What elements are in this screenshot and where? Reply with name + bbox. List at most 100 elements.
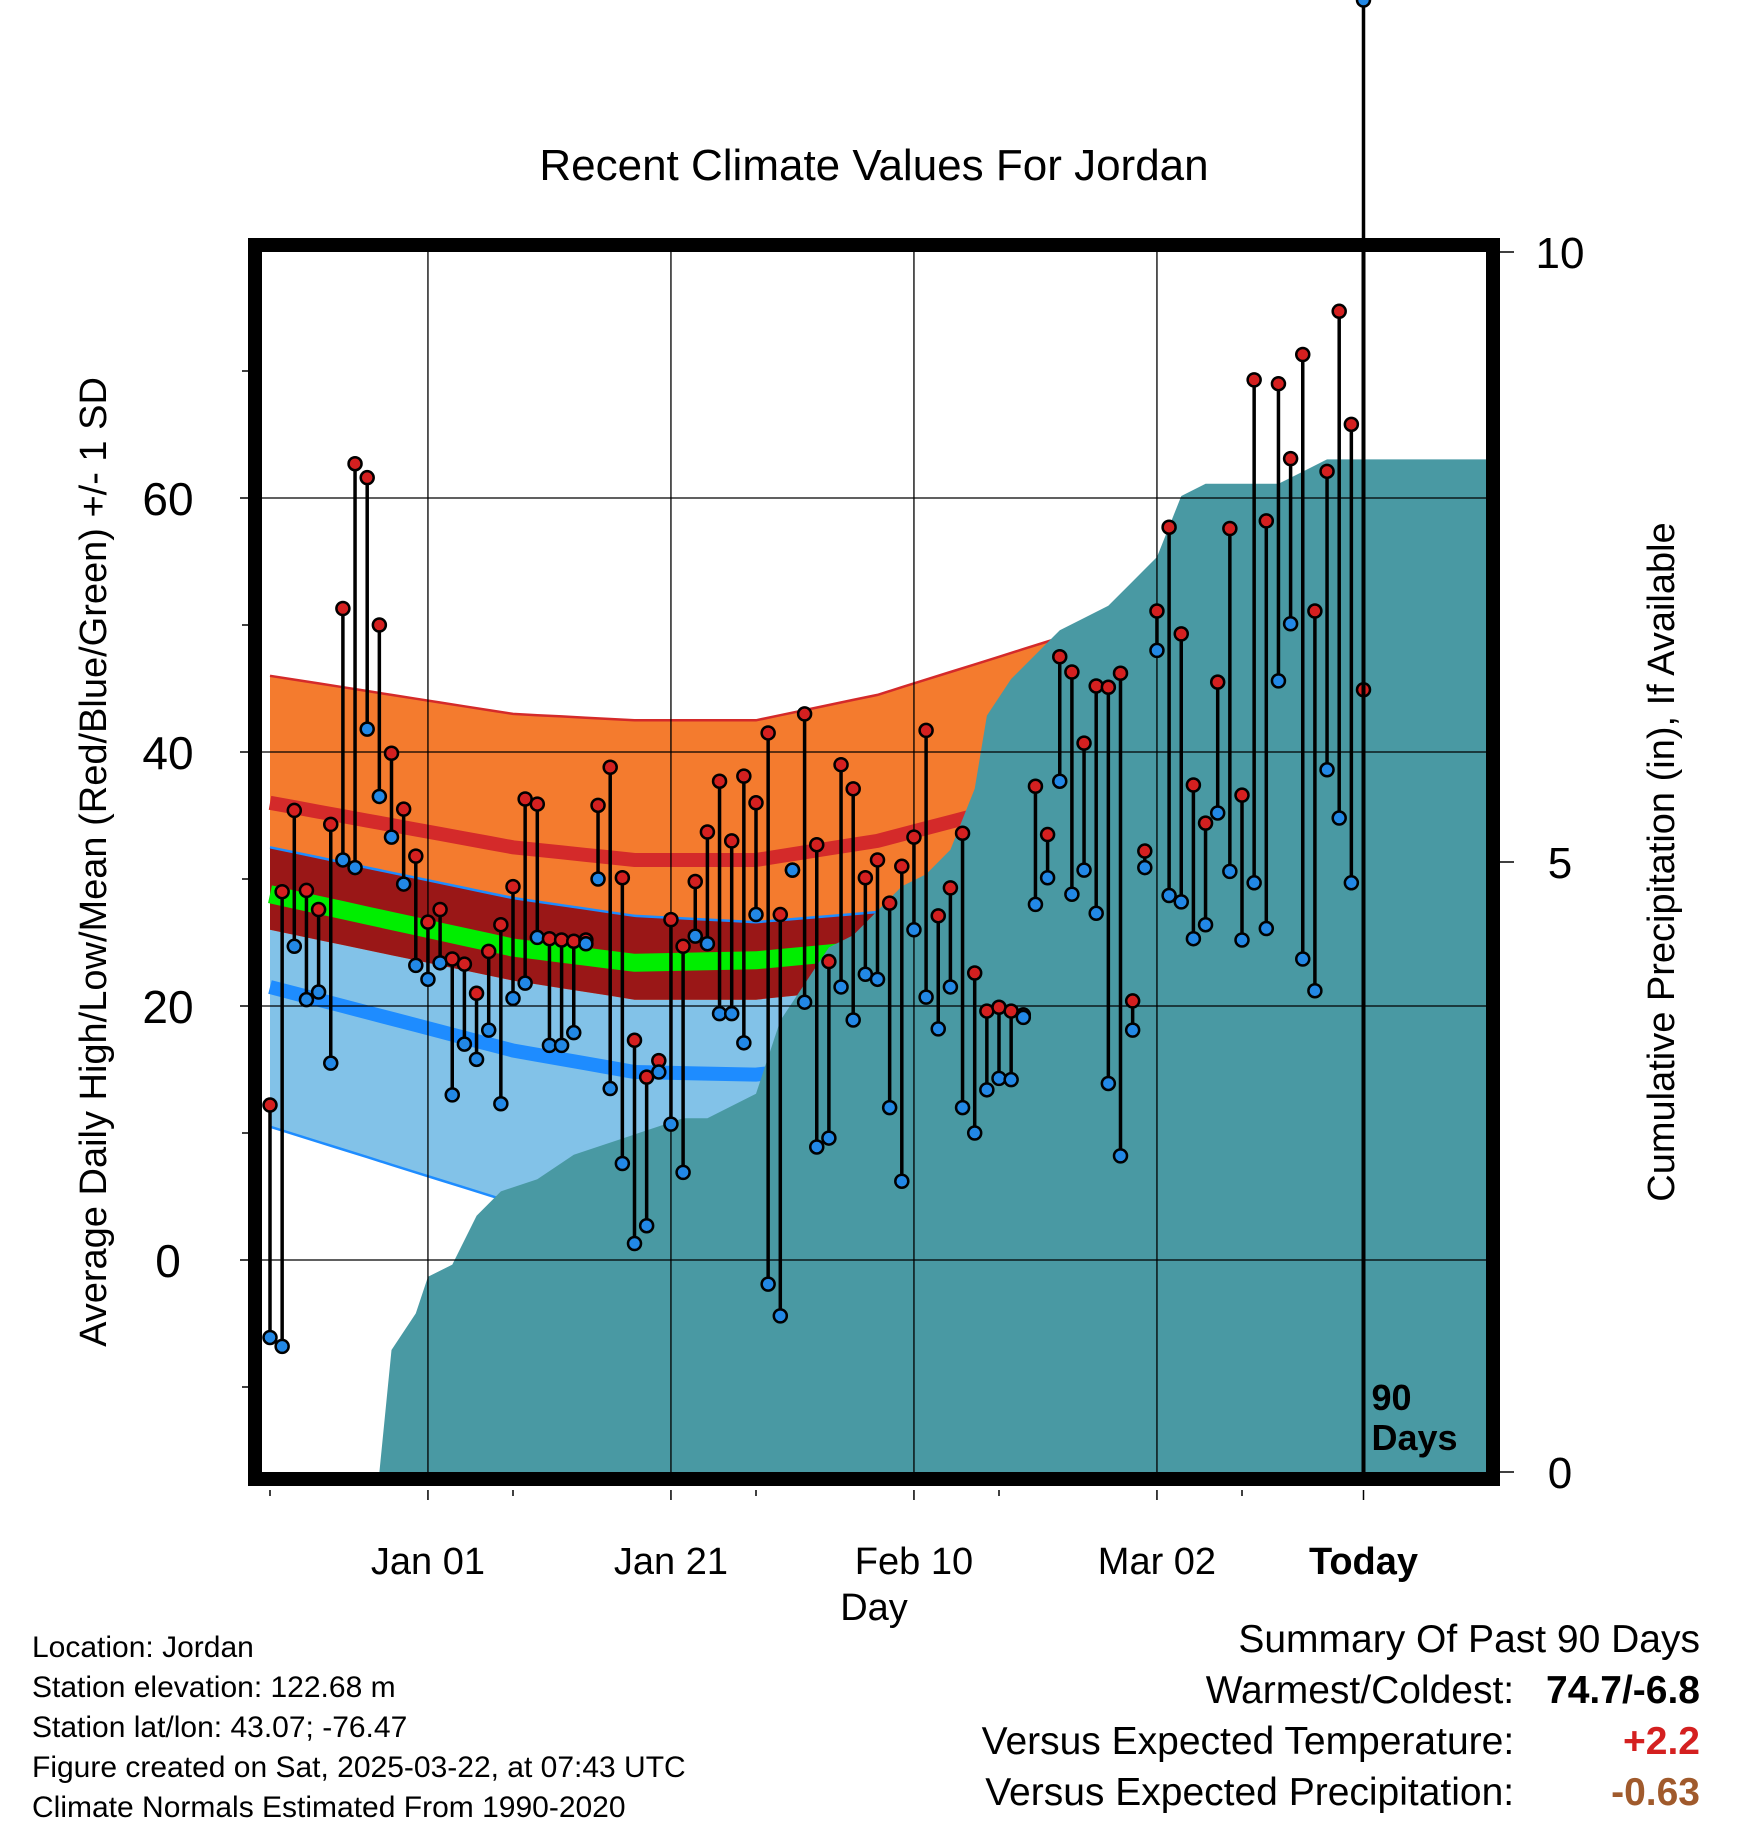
daily-high-point (298, 882, 315, 899)
daily-high-point (408, 848, 424, 864)
warm-cold-value: 74.7/-6.8 (1546, 1669, 1700, 1712)
summary-warm-cold: Warmest/Coldest: 74.7/-6.8 (982, 1665, 1700, 1716)
daily-low-point (1015, 1009, 1032, 1026)
daily-high-point (310, 901, 327, 918)
daily-low-point (383, 829, 400, 845)
daily-high-point (505, 878, 521, 895)
daily-low-point (274, 1338, 290, 1355)
daily-high-point (1185, 777, 1202, 793)
daily-high-point (1076, 735, 1092, 751)
daily-low-point (663, 1116, 679, 1132)
precip-value: -0.63 (1611, 1771, 1700, 1814)
daily-low-point (638, 1217, 655, 1234)
daily-high-point (262, 1097, 278, 1113)
daily-high-point (1124, 993, 1141, 1009)
daily-high-point (1282, 450, 1299, 467)
info-latlon: Station lat/lon: 43.07; -76.47 (32, 1711, 408, 1744)
daily-low-point (1149, 642, 1165, 659)
info-created: Figure created on Sat, 2025-03-22, at 07… (32, 1751, 686, 1784)
daily-low-point (784, 862, 801, 878)
daily-low-point (310, 984, 327, 1000)
daily-high-point (1173, 626, 1189, 642)
daily-low-point (687, 928, 703, 944)
today-days-label: Days (1372, 1417, 1458, 1458)
daily-high-point (1052, 649, 1068, 665)
chart-title: Recent Climate Values For Jordan (539, 141, 1208, 190)
daily-low-point (906, 922, 922, 938)
daily-low-point (1319, 762, 1335, 778)
daily-low-point (1307, 983, 1323, 999)
x-tick-label: Feb 10 (855, 1541, 973, 1583)
daily-high-point (359, 469, 375, 486)
daily-high-point (420, 914, 436, 930)
daily-low-point (566, 1024, 582, 1041)
daily-low-point (323, 1055, 339, 1071)
daily-low-point (942, 979, 959, 995)
summary-precip: Versus Expected Precipitation: -0.63 (982, 1767, 1700, 1818)
daily-high-point (954, 825, 971, 842)
daily-high-point (1319, 463, 1335, 480)
daily-low-point (468, 1051, 485, 1068)
daily-high-point (942, 880, 959, 896)
daily-high-point (432, 901, 448, 918)
daily-low-point (553, 1037, 570, 1054)
daily-low-point (1234, 932, 1250, 948)
daily-high-point (323, 816, 339, 833)
daily-low-point (1282, 615, 1299, 632)
y2-tick-label: 5 (1548, 839, 1572, 888)
daily-low-point (456, 1036, 473, 1052)
daily-low-point (1209, 805, 1226, 821)
daily-low-point (359, 721, 375, 737)
daily-high-point (456, 956, 473, 972)
daily-high-point (286, 802, 303, 819)
daily-high-point (1295, 346, 1311, 363)
y-tick-label: 20 (142, 981, 193, 1033)
daily-low-point (1295, 951, 1311, 967)
daily-high-point (371, 617, 388, 633)
daily-high-point (894, 858, 910, 875)
daily-high-point (833, 756, 849, 773)
daily-high-point (796, 706, 813, 722)
daily-high-point (529, 796, 546, 812)
plot-frame (248, 238, 1500, 1486)
daily-low-point (869, 971, 886, 988)
daily-low-point (1003, 1071, 1019, 1088)
daily-low-point (1173, 894, 1189, 910)
daily-high-point (383, 745, 400, 762)
daily-low-point (1222, 863, 1238, 880)
daily-high-point (1234, 787, 1250, 803)
daily-low-point (1270, 673, 1287, 689)
daily-low-point (772, 1308, 789, 1324)
daily-high-point (1064, 664, 1080, 680)
daily-high-point (480, 943, 497, 960)
daily-high-point (966, 965, 983, 981)
y-tick-label: 60 (142, 473, 193, 525)
daily-low-point (845, 1012, 861, 1028)
daily-high-point (809, 836, 825, 853)
daily-high-point (1209, 674, 1226, 690)
daily-low-point (894, 1173, 910, 1190)
daily-high-point (1161, 519, 1177, 535)
daily-low-point (833, 979, 849, 995)
daily-high-point (1197, 815, 1214, 831)
daily-low-point (723, 1005, 740, 1022)
daily-low-point (1197, 916, 1214, 933)
daily-high-point (760, 725, 776, 741)
daily-high-point (772, 906, 789, 923)
daily-high-point (590, 797, 606, 814)
daily-high-point (736, 768, 752, 784)
daily-low-point (1161, 887, 1177, 904)
info-elevation: Station elevation: 122.68 m (32, 1671, 396, 1704)
daily-high-point (1039, 826, 1056, 843)
temp-value: +2.2 (1623, 1720, 1700, 1763)
daily-low-point (286, 938, 303, 955)
daily-high-point (335, 600, 351, 617)
y2-axis-label: Cumulative Precipitation (in), If Availa… (1641, 522, 1683, 1201)
daily-high-point (1270, 375, 1287, 392)
warm-cold-label: Warmest/Coldest: (1205, 1669, 1515, 1712)
daily-high-point (748, 795, 764, 811)
daily-low-point (395, 876, 412, 892)
daily-high-point (675, 938, 691, 955)
daily-low-point (1258, 920, 1275, 937)
